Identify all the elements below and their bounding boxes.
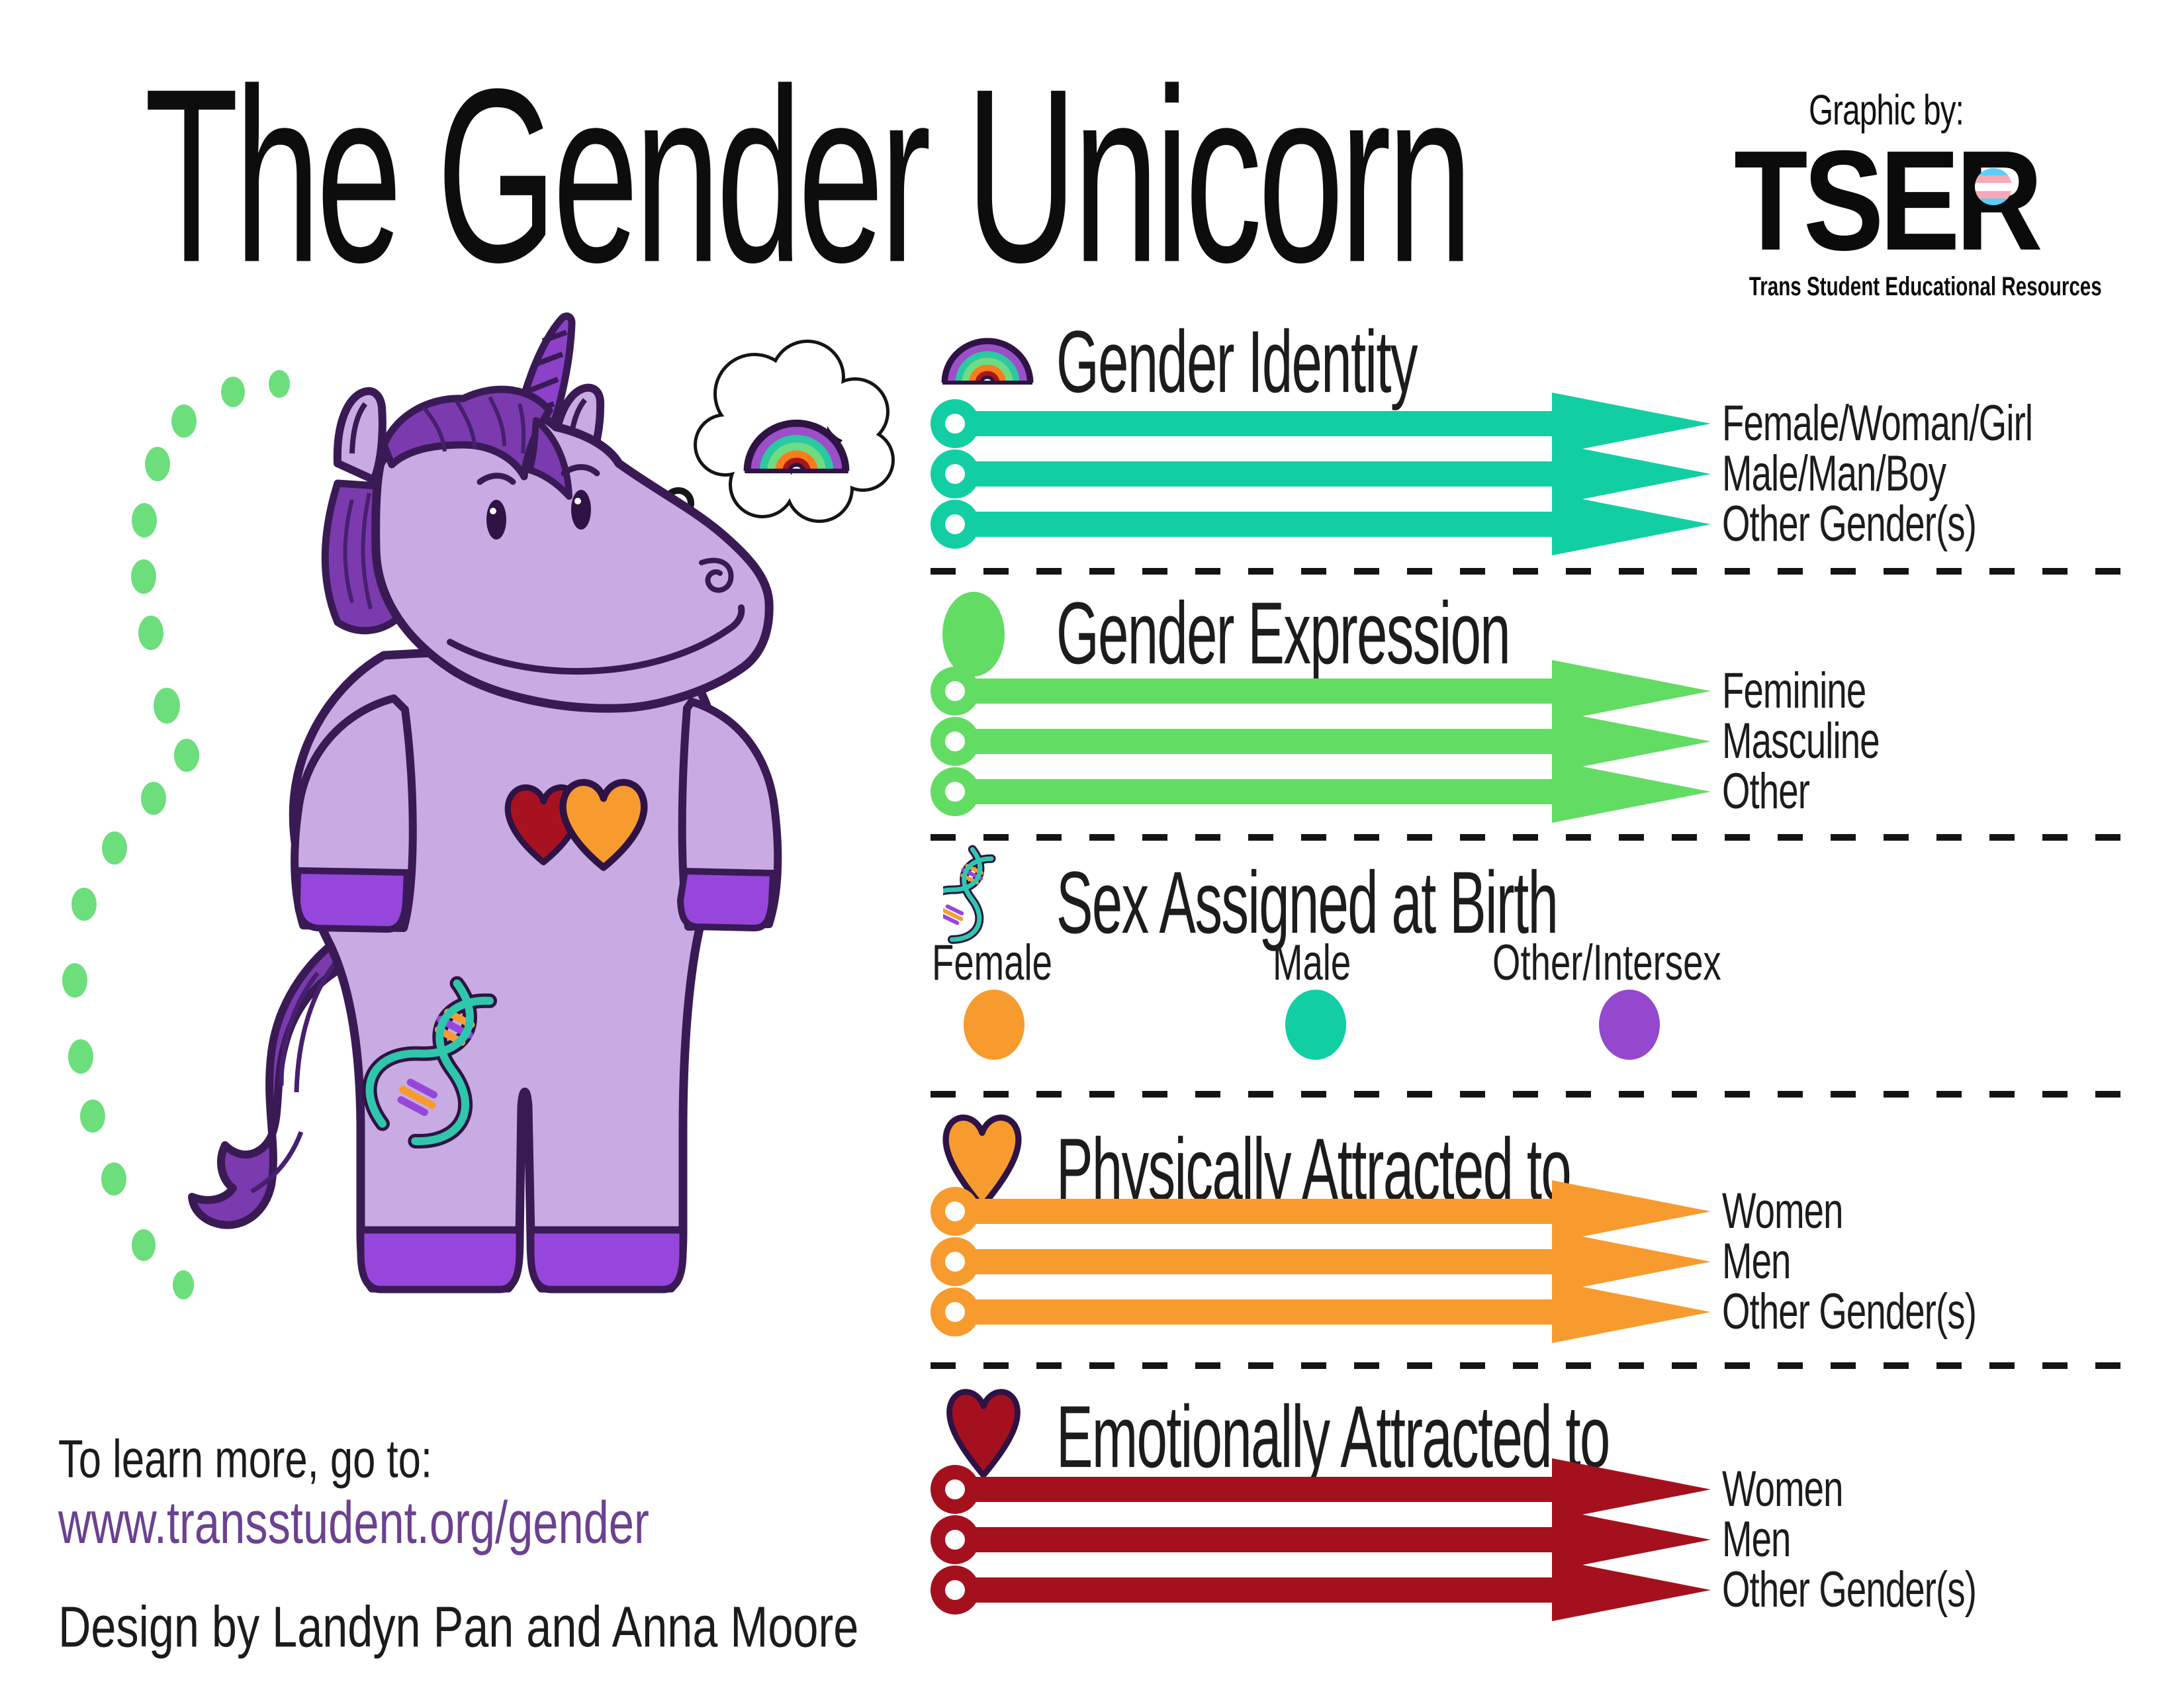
- graphic-by-label: Graphic by:: [1808, 85, 1964, 134]
- section-divider: [931, 834, 2128, 841]
- section-divider: [931, 568, 2128, 575]
- female-dot: [964, 990, 1024, 1060]
- trans-flag-icon: [1975, 168, 2012, 205]
- learn-more-text: To learn more, go to:: [58, 1429, 432, 1489]
- design-credit: Design by Landyn Pan and Anna Moore: [58, 1595, 859, 1660]
- unicorn-arms: [291, 694, 782, 933]
- rainbow-icon: [941, 338, 1034, 385]
- arrow-label: Women: [1722, 1461, 1843, 1518]
- arrow-label: Other Gender(s): [1722, 1562, 1977, 1618]
- arrow-label: Masculine: [1722, 713, 1880, 770]
- section-sex-assigned-title: Sex Assigned at Birth: [1056, 854, 1559, 953]
- category-label-male: Male: [1273, 935, 1351, 992]
- green-circle-icon: [942, 592, 1005, 677]
- section-emotionally-attracted-title: Emotionally Attracted to: [1056, 1388, 1610, 1487]
- unicorn-face: [447, 464, 745, 675]
- arrow-label: Women: [1722, 1183, 1843, 1240]
- section-gender-expression-title: Gender Expression: [1056, 585, 1511, 683]
- green-dots-arc: [62, 370, 290, 1299]
- arrow-label: Other: [1722, 763, 1810, 820]
- other-intersex-dot: [1599, 990, 1660, 1060]
- website-link[interactable]: www.transstudent.org/gender: [58, 1489, 649, 1556]
- arrow-label: Feminine: [1722, 663, 1866, 720]
- chest-hearts-icon: [504, 778, 648, 871]
- red-heart-icon: [946, 1389, 1021, 1479]
- arrow-label: Men: [1722, 1511, 1791, 1568]
- arrow-label: Female/Woman/Girl: [1722, 395, 2033, 452]
- tser-credit-block: Graphic by: TSER Trans Student Education…: [1701, 85, 2102, 302]
- bubble-rainbow-icon: [743, 419, 850, 473]
- arrow-label: Other Gender(s): [1722, 1284, 1977, 1340]
- category-label-other-intersex: Other/Intersex: [1492, 935, 1721, 992]
- category-label-female: Female: [932, 935, 1052, 992]
- body-dna-icon: [362, 976, 498, 1149]
- section-divider: [931, 1091, 2128, 1098]
- dna-icon: [943, 845, 996, 944]
- male-dot: [1285, 990, 1346, 1060]
- tser-logo-subtitle: Trans Student Educational Resources: [1749, 272, 2102, 302]
- arrow-label: Male/Man/Boy: [1722, 445, 1946, 502]
- section-divider: [931, 1362, 2128, 1369]
- section-gender-identity-title: Gender Identity: [1056, 313, 1418, 412]
- arrow-label: Other Gender(s): [1722, 496, 1977, 553]
- unicorn-forelock: [380, 385, 572, 500]
- arrow-label: Men: [1722, 1233, 1791, 1290]
- page-title: The Gender Unicorn: [144, 37, 1473, 314]
- unicorn-illustration: [62, 312, 895, 1299]
- leg-cuffs: [357, 1226, 687, 1293]
